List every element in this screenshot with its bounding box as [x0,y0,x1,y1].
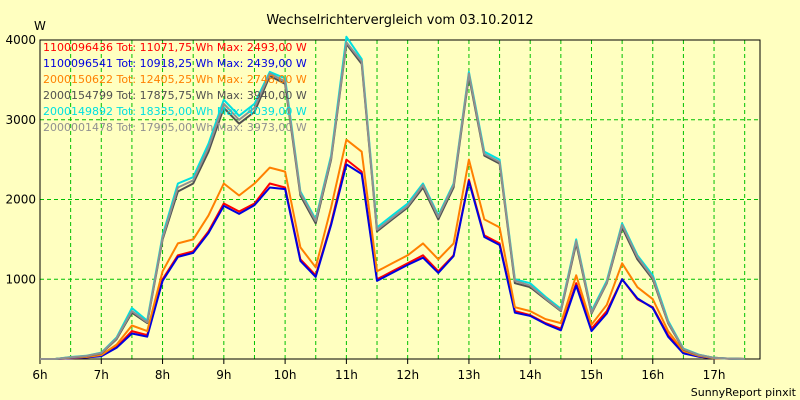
series-lines [40,35,745,360]
y-axis-label: W [34,19,46,33]
series-line-6 [40,41,745,360]
y-tick-label: 2000 [5,193,36,207]
tick-labels: 1000 2000 3000 4000 6h 7h 8h 9h 10h 11h 12h 13h 14h 1… [5,33,725,382]
legend-entry-2: 1100096541 Tot: 10918,25 Wh Max: 2439,00… [43,57,307,70]
x-tick-label: 16h [641,368,664,382]
x-tick-label: 14h [519,368,542,382]
x-tick-label: 13h [457,368,480,382]
legend-entry-3: 2000150622 Tot: 12405,25 Wh Max: 2748,00… [43,73,307,86]
x-tick-label: 10h [274,368,297,382]
x-tick-label: 7h [94,368,109,382]
x-tick-label: 15h [580,368,603,382]
x-tick-label: 11h [335,368,358,382]
legend-entry-1: 1100096436 Tot: 11071,75 Wh Max: 2493,00… [43,41,307,54]
legend-entry-5: 2000149892 Tot: 18335,00 Wh Max: 4039,00… [43,105,307,118]
y-tick-label: 1000 [5,272,36,286]
series-line-2 [40,163,745,360]
series-line-3 [40,138,745,360]
legend-entry-6: 2000001478 Tot: 17905,00 Wh Max: 3973,00… [43,121,307,134]
x-tick-label: 6h [32,368,47,382]
x-tick-label: 17h [703,368,726,382]
footer-credit: SunnyReport pinxit [691,386,797,399]
x-tick-label: 12h [396,368,419,382]
y-tick-label: 3000 [5,113,36,127]
chart-title: Wechselrichtervergleich vom 03.10.2012 [266,13,533,28]
legend: 1100096436 Tot: 11071,75 Wh Max: 2493,00… [43,41,307,134]
x-tick-label: 8h [155,368,170,382]
plot-frame [39,39,761,360]
legend-entry-4: 2000154799 Tot: 17875,75 Wh Max: 3940,00… [43,89,307,102]
y-tick-label: 4000 [5,33,36,47]
x-tick-label: 9h [216,368,231,382]
axes [39,39,761,364]
